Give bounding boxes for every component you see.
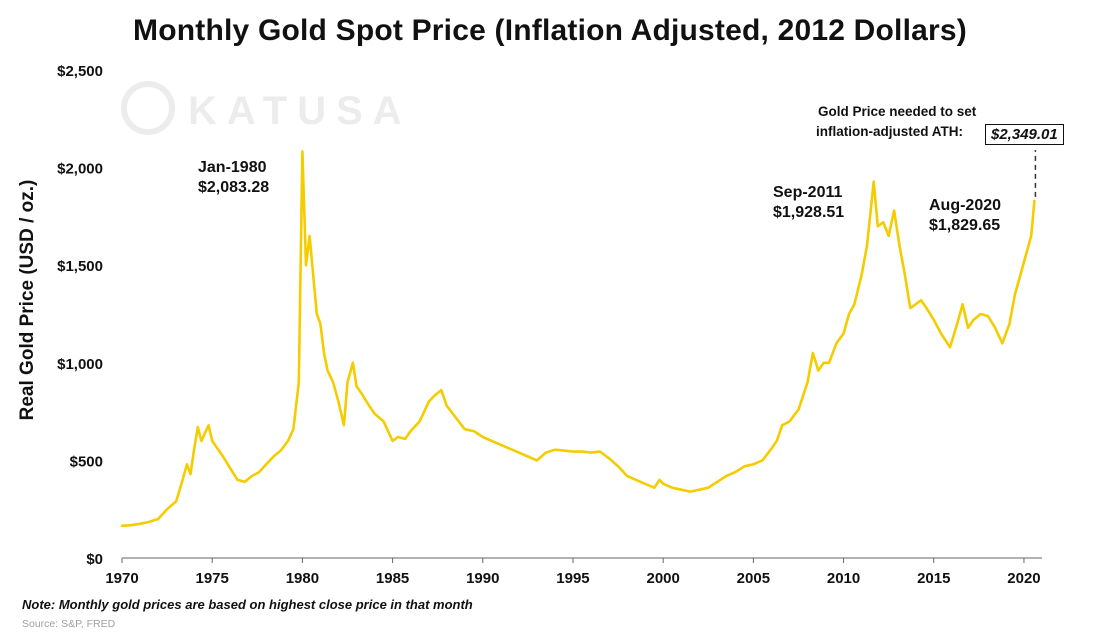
x-tick-label: 1980	[286, 570, 319, 587]
ath-label: Gold Price needed to set inflation-adjus…	[816, 104, 976, 140]
annotation-1980-date: Jan-1980	[198, 159, 267, 176]
source-label: Source: S&P, FRED	[22, 618, 116, 630]
watermark: KATUSA	[118, 78, 418, 153]
ath-label-line2: inflation-adjusted ATH:	[816, 124, 963, 139]
annotation-2020: Aug-2020 $1,829.65	[929, 196, 1001, 236]
annotation-1980: Jan-1980 $2,083.28	[198, 158, 269, 198]
x-tick-label: 2005	[737, 570, 770, 587]
y-tick-label: $500	[70, 453, 103, 470]
x-tick-label: 2010	[827, 570, 860, 587]
axes: $0 $500 $1,000 $1,500 $2,000 $2,500 1970 1975 19…	[57, 63, 1042, 587]
annotation-2011-value: $1,928.51	[773, 204, 845, 221]
x-tick-label: 1975	[196, 570, 229, 587]
x-tick-label: 1985	[376, 570, 409, 587]
ath-label-line1: Gold Price needed to set	[818, 104, 977, 119]
series-layer	[120, 150, 1036, 528]
x-tick-label: 1970	[105, 570, 138, 587]
price-line	[120, 150, 1036, 528]
annotation-2011: Sep-2011 $1,928.51	[773, 183, 844, 223]
watermark-text: KATUSA	[188, 89, 412, 133]
chart-title: Monthly Gold Spot Price (Inflation Adjus…	[133, 14, 967, 47]
y-tick-label: $0	[86, 551, 103, 568]
y-tick-label: $2,500	[57, 63, 103, 80]
ath-value-box: $2,349.01	[985, 124, 1064, 145]
annotation-2020-value: $1,829.65	[929, 217, 1001, 234]
annotation-1980-value: $2,083.28	[198, 179, 270, 196]
annotation-2020-date: Aug-2020	[929, 197, 1002, 214]
y-tick-label: $1,500	[57, 258, 103, 275]
x-tick-label: 2000	[646, 570, 679, 587]
y-tick-label: $1,000	[57, 356, 103, 373]
x-tick-label: 1995	[556, 570, 589, 587]
x-tick-label: 2015	[917, 570, 950, 587]
y-tick-label: $2,000	[57, 161, 103, 178]
annotation-2011-date: Sep-2011	[773, 184, 843, 201]
x-tick-label: 2020	[1007, 570, 1040, 587]
watermark-logo-icon: KATUSA	[121, 81, 412, 135]
footnote: Note: Monthly gold prices are based on h…	[22, 597, 473, 612]
x-tick-label: 1990	[466, 570, 499, 587]
